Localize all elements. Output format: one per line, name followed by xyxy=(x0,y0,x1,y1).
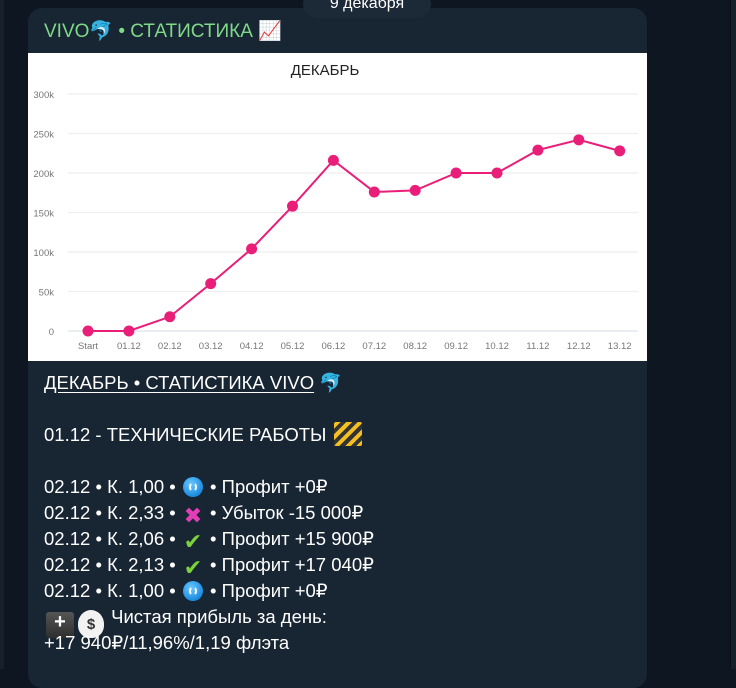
svg-text:150k: 150k xyxy=(33,209,54,220)
svg-text:01.12: 01.12 xyxy=(117,341,141,352)
svg-text:09.12: 09.12 xyxy=(444,341,468,352)
bullet: • xyxy=(95,476,102,497)
bet-result: Убыток -15 000₽ xyxy=(221,502,364,523)
svg-text:50k: 50k xyxy=(39,288,55,299)
svg-text:12.12: 12.12 xyxy=(567,341,591,352)
summary-label: Чистая прибыль за день: xyxy=(111,606,327,627)
bet-result: Профит +15 900₽ xyxy=(221,528,374,549)
bullet: • xyxy=(169,580,176,601)
bet-result: Профит +0₽ xyxy=(221,580,328,601)
bet-result: Профит +17 040₽ xyxy=(221,554,374,575)
bullet: • xyxy=(95,528,102,549)
message-header: VIVO🐬 • СТАТИСТИКА 📈 xyxy=(44,18,282,45)
bet-row: 02.12 • К. 1,00 • • Профит +0₽ xyxy=(44,578,374,604)
svg-text:13.12: 13.12 xyxy=(608,341,632,352)
summary-row: + $ Чистая прибыль за день: xyxy=(44,604,374,638)
bet-coef: К. 2,13 xyxy=(107,554,165,575)
construction-barrier-icon xyxy=(333,422,362,446)
bet-date: 02.12 xyxy=(44,580,91,601)
svg-text:04.12: 04.12 xyxy=(240,341,264,352)
bet-date: 02.12 xyxy=(44,554,91,575)
refund-circle-icon xyxy=(182,581,203,601)
svg-text:300k: 300k xyxy=(33,90,54,101)
bet-coef: К. 2,06 xyxy=(107,528,165,549)
svg-text:200k: 200k xyxy=(33,169,54,180)
svg-text:ДЕКАБРЬ: ДЕКАБРЬ xyxy=(291,62,360,79)
dolphin-icon: 🐬 xyxy=(89,20,114,42)
money-bag-icon: $ xyxy=(78,610,104,638)
svg-text:11.12: 11.12 xyxy=(526,341,549,352)
bullet: • xyxy=(210,476,217,497)
bullet: • xyxy=(210,528,217,549)
header-subtitle: • СТАТИСТИКА xyxy=(118,21,253,42)
svg-text:02.12: 02.12 xyxy=(158,341,182,352)
bullet: • xyxy=(210,502,217,523)
svg-text:0: 0 xyxy=(49,327,54,338)
message-text: ДЕКАБРЬ • СТАТИСТИКА VIVO 🐬 01.12 - ТЕХН… xyxy=(44,370,374,656)
stats-title-link[interactable]: ДЕКАБРЬ • СТАТИСТИКА VIVO xyxy=(44,372,315,393)
bullet: • xyxy=(210,580,217,601)
date-separator: 9 декабря xyxy=(303,0,431,18)
bet-result: Профит +0₽ xyxy=(221,476,328,497)
bullet: • xyxy=(210,554,217,575)
check-mark-icon: ✔ xyxy=(183,555,203,580)
bullet: • xyxy=(169,554,176,575)
svg-text:250k: 250k xyxy=(33,130,54,141)
svg-text:Start: Start xyxy=(78,341,98,352)
bet-date: 02.12 xyxy=(44,528,91,549)
svg-text:05.12: 05.12 xyxy=(281,341,305,352)
svg-text:100k: 100k xyxy=(33,248,54,259)
bullet: • xyxy=(169,476,176,497)
svg-text:07.12: 07.12 xyxy=(362,341,386,352)
bet-coef: К. 2,33 xyxy=(107,502,165,523)
tech-works-line: 01.12 - ТЕХНИЧЕСКИЕ РАБОТЫ xyxy=(44,424,327,445)
bet-coef: К. 1,00 xyxy=(107,476,165,497)
bet-row: 02.12 • К. 2,06 • ✔ • Профит +15 900₽ xyxy=(44,526,374,554)
bullet: • xyxy=(169,502,176,523)
svg-text:06.12: 06.12 xyxy=(322,341,346,352)
line-chart: ДЕКАБРЬ 0 50k 100k 150k 200k 250k 300k Start 01.1… xyxy=(33,62,638,352)
bet-row: 02.12 • К. 2,13 • ✔ • Профит +17 040₽ xyxy=(44,552,374,580)
dolphin-icon: 🐬 xyxy=(319,373,343,394)
chart-increasing-icon: 📈 xyxy=(258,20,282,42)
refund-circle-icon xyxy=(182,477,203,497)
plus-icon: + xyxy=(46,612,74,638)
summary-value: +17 940₽/11,96%/1,19 флэта xyxy=(44,632,290,653)
cross-mark-icon: ✖ xyxy=(183,503,203,528)
svg-text:10.12: 10.12 xyxy=(485,341,509,352)
bullet: • xyxy=(95,554,102,575)
bullet: • xyxy=(169,528,176,549)
bet-row: 02.12 • К. 2,33 • ✖ • Убыток -15 000₽ xyxy=(44,500,374,528)
chat-list-edge xyxy=(0,0,4,669)
bet-date: 02.12 xyxy=(44,502,91,523)
chart-image[interactable]: ДЕКАБРЬ 0 50k 100k 150k 200k 250k 300k Start 01.1… xyxy=(28,53,647,361)
svg-text:03.12: 03.12 xyxy=(199,341,223,352)
bet-row: 02.12 • К. 1,00 • • Профит +0₽ xyxy=(44,474,374,500)
bet-coef: К. 1,00 xyxy=(107,580,165,601)
bullet: • xyxy=(95,502,102,523)
message-bubble: VIVO🐬 • СТАТИСТИКА 📈 ДЕКАБРЬ 0 50k 100k 150k… xyxy=(28,8,647,688)
scrollbar-track[interactable] xyxy=(730,0,736,669)
bullet: • xyxy=(95,580,102,601)
svg-text:08.12: 08.12 xyxy=(403,341,427,352)
header-vivo-text: VIVO xyxy=(44,21,90,42)
check-mark-icon: ✔ xyxy=(183,529,203,554)
bet-date: 02.12 xyxy=(44,476,91,497)
